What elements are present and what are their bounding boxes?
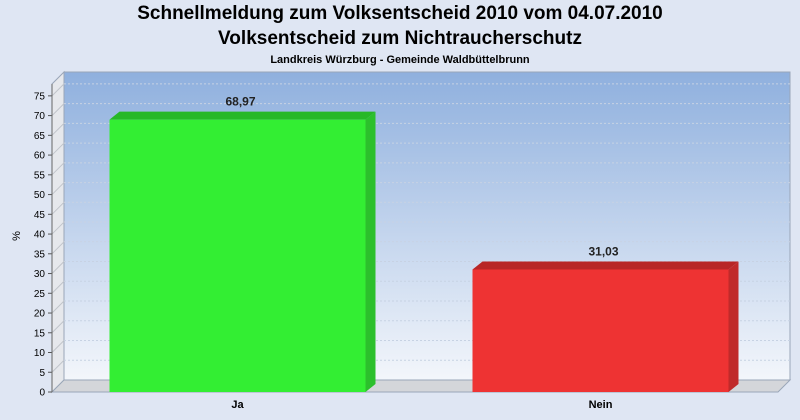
grid-line-side — [51, 182, 65, 195]
y-tick-label: 15 — [34, 328, 46, 339]
grid-line-side — [51, 201, 65, 215]
grid-line-side — [51, 103, 65, 116]
y-tick-label: 0 — [39, 388, 45, 399]
grid-line-side — [51, 162, 65, 176]
x-tick-label: Ja — [231, 399, 244, 411]
y-tick-label: 5 — [39, 368, 45, 379]
y-tick-label: 70 — [34, 111, 46, 122]
grid-line-side — [51, 340, 65, 353]
y-tick-label: 60 — [34, 151, 46, 162]
bar-top — [109, 111, 376, 120]
y-tick-label: 55 — [34, 170, 46, 181]
grid-line-side — [51, 142, 65, 156]
y-tick-label: 35 — [34, 249, 46, 260]
chart-location: Landkreis Würzburg - Gemeinde Waldbüttel… — [270, 54, 530, 66]
bar — [472, 269, 729, 392]
bar — [109, 119, 366, 392]
y-tick-label: 40 — [34, 230, 46, 241]
grid-line-side — [51, 261, 65, 274]
y-tick-label: 30 — [34, 269, 46, 280]
grid-line-side — [51, 300, 65, 314]
y-axis-label: % — [11, 231, 23, 241]
y-tick-label: 65 — [34, 131, 46, 142]
chart-subtitle: Volksentscheid zum Nichtraucherschutz — [218, 28, 582, 49]
grid-line-side — [51, 280, 65, 294]
grid-line-side — [51, 241, 65, 255]
chart-title: Schnellmeldung zum Volksentscheid 2010 v… — [137, 3, 663, 24]
grid-line-side — [51, 83, 65, 97]
y-tick-label: 50 — [34, 190, 46, 201]
y-tick-label: 75 — [34, 91, 46, 102]
y-tick-label: 45 — [34, 210, 46, 221]
bar-top — [472, 261, 739, 270]
bar-side — [728, 261, 739, 392]
y-tick-label: 10 — [34, 348, 46, 359]
grid-line-side — [51, 359, 65, 373]
y-tick-label: 25 — [34, 289, 46, 300]
bar-side — [365, 111, 376, 392]
data-label: 31,03 — [588, 244, 618, 258]
x-tick-label: Nein — [589, 399, 613, 411]
data-label: 68,97 — [225, 95, 255, 109]
y-tick-label: 20 — [34, 309, 46, 320]
grid-line-side — [51, 320, 65, 334]
grid-line-side — [51, 221, 65, 235]
grid-line-side — [51, 122, 65, 136]
